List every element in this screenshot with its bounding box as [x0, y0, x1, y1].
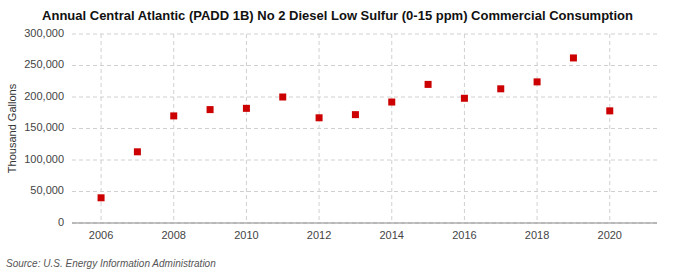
point	[570, 54, 577, 61]
y-tick-label: 250,000	[24, 58, 64, 70]
x-tick-label: 2014	[380, 229, 404, 241]
y-grid-line	[72, 97, 657, 98]
x-grid-line	[464, 34, 465, 223]
axes: 0 50,000 100,000 150,000 200,000 250,000 300,0…	[24, 27, 657, 241]
x-grid-line	[391, 34, 392, 223]
point	[534, 78, 541, 85]
y-grid-line	[72, 191, 657, 192]
point	[388, 99, 395, 106]
y-tick-label: 300,000	[24, 27, 64, 39]
point	[461, 95, 468, 102]
point	[207, 106, 214, 113]
point	[134, 148, 141, 155]
x-tick-label: 2018	[525, 229, 549, 241]
source-note: Source: U.S. Energy Information Administ…	[6, 258, 216, 269]
y-tick-label: 100,000	[24, 153, 64, 165]
y-tick-label: 50,000	[30, 184, 64, 196]
point	[497, 85, 504, 92]
x-tick-label: 2006	[89, 229, 113, 241]
y-grid-line	[72, 65, 657, 66]
y-grid-line	[72, 34, 657, 35]
x-grid-line	[319, 34, 320, 223]
x-tick-label: 2008	[161, 229, 185, 241]
y-grid-line	[72, 160, 657, 161]
point	[98, 194, 105, 201]
x-grid-line	[609, 34, 610, 223]
y-axis-label: Thousand Gallons	[6, 83, 18, 173]
x-tick-label: 2012	[307, 229, 331, 241]
y-tick-label: 150,000	[24, 121, 64, 133]
y-grid-line	[72, 223, 657, 224]
x-tick-label: 2020	[598, 229, 622, 241]
title: Annual Central Atlantic (PADD 1B) No 2 D…	[42, 8, 633, 23]
x-grid-line	[246, 34, 247, 223]
x-grid-line	[537, 34, 538, 223]
point	[316, 114, 323, 121]
point	[170, 112, 177, 119]
y-tick-label: 200,000	[24, 90, 64, 102]
x-tick-label: 2016	[452, 229, 476, 241]
point	[606, 107, 613, 114]
x-grid-line	[173, 34, 174, 223]
grid	[72, 34, 657, 223]
point	[243, 105, 250, 112]
y-tick-label: 0	[58, 216, 64, 228]
points	[98, 54, 614, 201]
point	[279, 94, 286, 101]
x-tick-label: 2010	[234, 229, 258, 241]
y-grid-line	[72, 128, 657, 129]
point	[352, 111, 359, 118]
point	[425, 81, 432, 88]
chart: 0 50,000 100,000 150,000 200,000 250,000 300,0…	[0, 0, 675, 275]
x-axis-line	[72, 223, 657, 224]
